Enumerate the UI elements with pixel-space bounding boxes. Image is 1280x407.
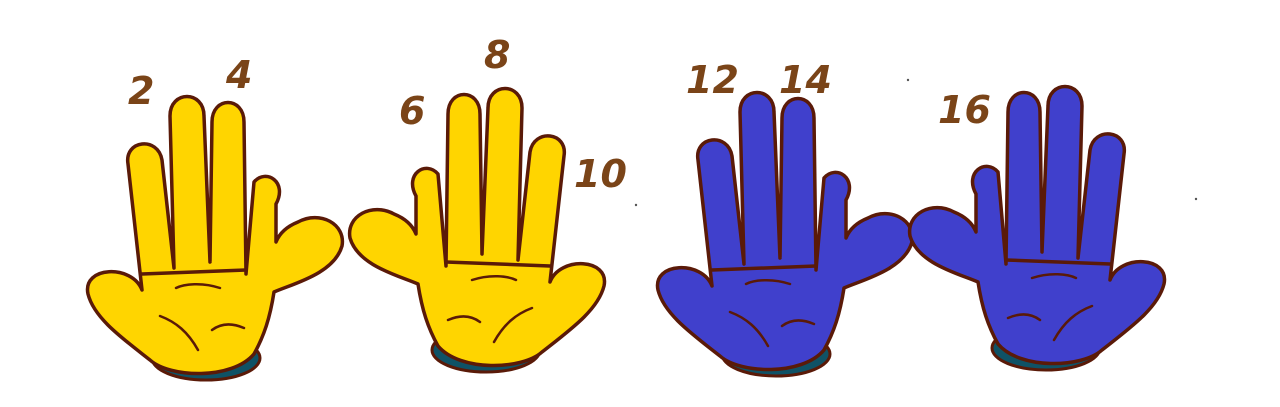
count-label-14: 14 [779, 58, 832, 102]
count-label-10: 10 [574, 152, 627, 196]
blue-hand-1 [655, 90, 915, 378]
speck [1194, 197, 1198, 201]
count-label-2: 2 [128, 69, 155, 113]
count-label-8: 8 [484, 33, 511, 77]
yellow-hand-2 [347, 86, 607, 374]
speck [634, 203, 638, 207]
count-label-16: 16 [938, 88, 991, 132]
count-label-4: 4 [226, 53, 253, 97]
yellow-hand-1 [85, 94, 345, 382]
speck [906, 78, 910, 82]
count-label-6: 6 [399, 89, 426, 133]
count-label-12: 12 [686, 58, 739, 102]
